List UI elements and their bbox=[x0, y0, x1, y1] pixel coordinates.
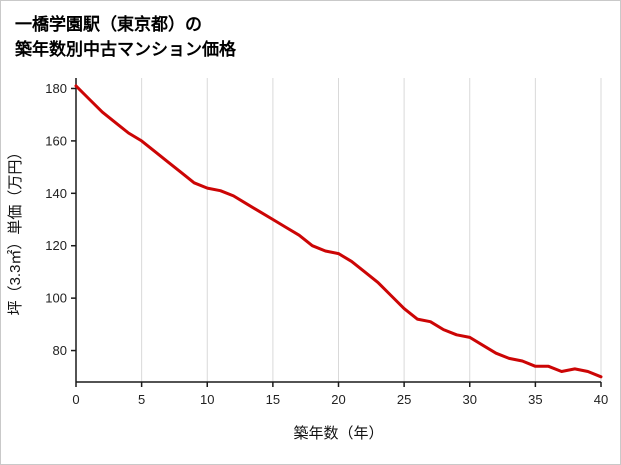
y-tick-label: 80 bbox=[53, 343, 67, 358]
y-axis-label: 坪（3.3㎡）単価（万円） bbox=[7, 145, 24, 316]
y-tick-label: 120 bbox=[45, 239, 67, 254]
x-tick-label: 40 bbox=[594, 392, 608, 407]
x-tick-label: 15 bbox=[266, 392, 280, 407]
x-tick-label: 10 bbox=[200, 392, 214, 407]
y-tick-label: 180 bbox=[45, 81, 67, 96]
chart-title-line2: 築年数別中古マンション価格 bbox=[15, 39, 236, 59]
chart-area: 0 5 10 15 20 25 30 35 40 80 100 120 140 160 180 築年数（年） 坪… bbox=[1, 64, 620, 457]
x-tick-label: 20 bbox=[331, 392, 345, 407]
y-tick-label: 100 bbox=[45, 291, 67, 306]
chart-title-line1: 一橋学園駅（東京都）の bbox=[15, 15, 202, 34]
price-line bbox=[74, 84, 603, 379]
y-tick-label: 160 bbox=[45, 134, 67, 149]
x-tick-label: 25 bbox=[397, 392, 411, 407]
x-tick-label: 35 bbox=[528, 392, 542, 407]
x-tick-label: 30 bbox=[463, 392, 477, 407]
x-tick-label: 0 bbox=[72, 392, 79, 407]
chart-title: 一橋学園駅（東京都）の 築年数別中古マンション価格 bbox=[1, 1, 620, 64]
x-axis-label: 築年数（年） bbox=[293, 424, 383, 442]
y-tick-label: 140 bbox=[45, 186, 67, 201]
x-tick-label: 5 bbox=[138, 392, 145, 407]
price-line-chart: 0 5 10 15 20 25 30 35 40 80 100 120 140 160 180 築年数（年） 坪… bbox=[7, 78, 608, 442]
